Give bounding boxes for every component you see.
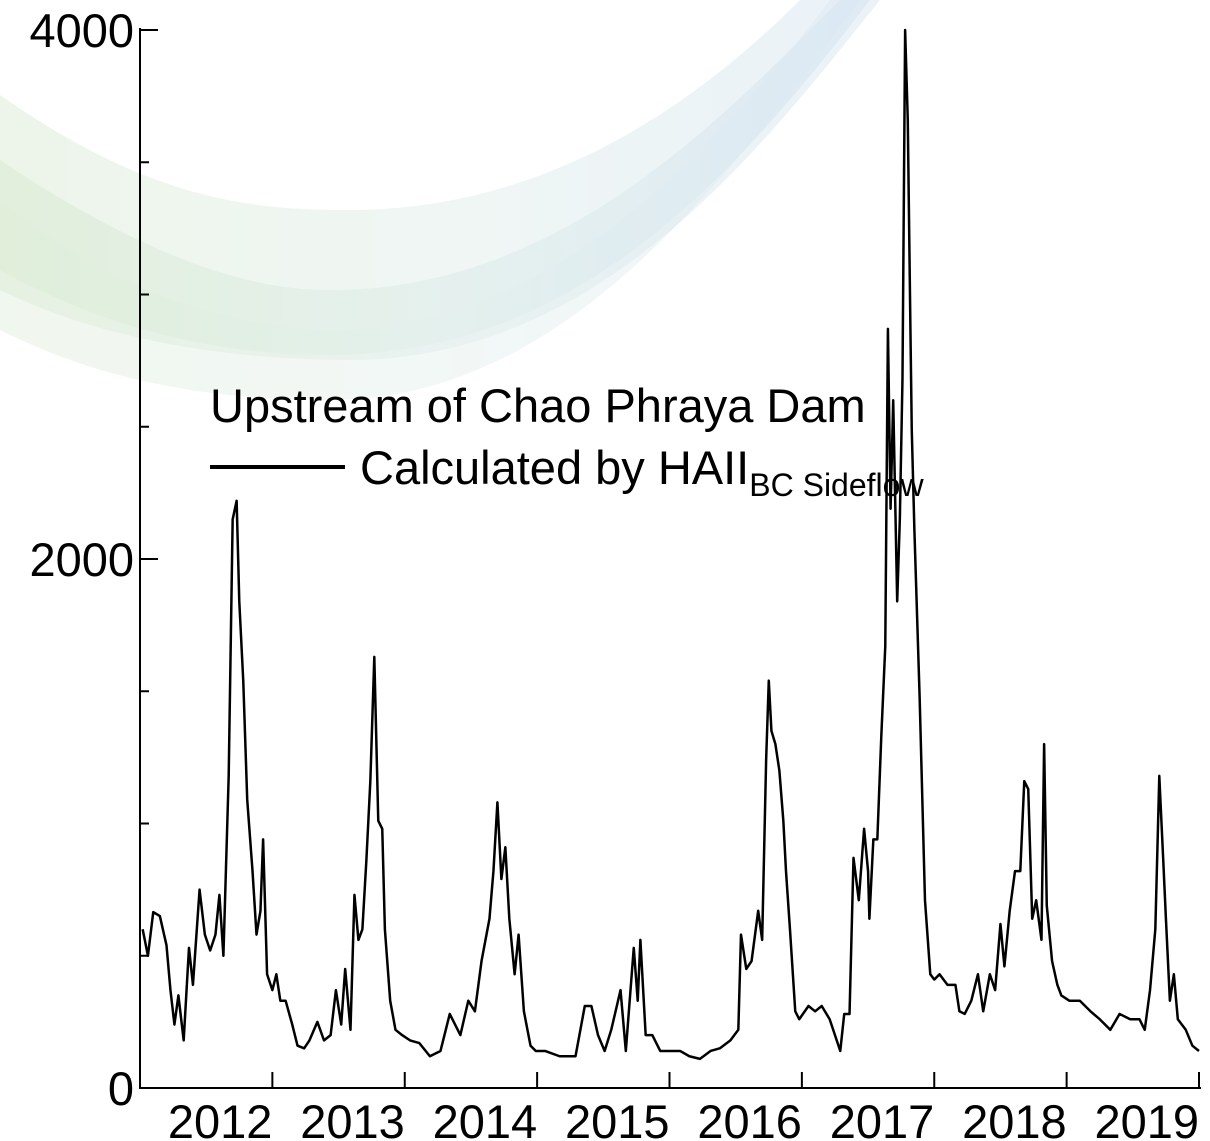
x-tick-label: 2019 <box>1094 1095 1199 1141</box>
x-tick-label: 2018 <box>962 1095 1067 1141</box>
legend-label: Calculated by HAIIBC Sideflow <box>360 441 924 503</box>
legend-label-subscript: BC Sideflow <box>749 467 924 503</box>
legend: Upstream of Chao Phraya Dam Calculated b… <box>210 379 924 503</box>
x-tick-label: 2014 <box>433 1095 538 1141</box>
background-swoosh <box>0 0 880 400</box>
legend-label-main: Calculated by HAII <box>360 441 749 494</box>
y-tick-label: 2000 <box>29 533 134 586</box>
x-tick-label: 2016 <box>697 1095 802 1141</box>
y-tick-label: 0 <box>108 1062 134 1115</box>
x-tick-label: 2017 <box>830 1095 935 1141</box>
x-tick-label: 2015 <box>565 1095 670 1141</box>
axes: 0 2000 4000 2012 2013 2014 2015 2016 2017 2018 201… <box>29 4 1201 1141</box>
y-tick-label: 4000 <box>29 4 134 57</box>
data-line <box>141 28 1200 1061</box>
x-tick-label: 2012 <box>168 1095 273 1141</box>
legend-title: Upstream of Chao Phraya Dam <box>210 379 866 432</box>
x-tick-label: 2013 <box>300 1095 405 1141</box>
